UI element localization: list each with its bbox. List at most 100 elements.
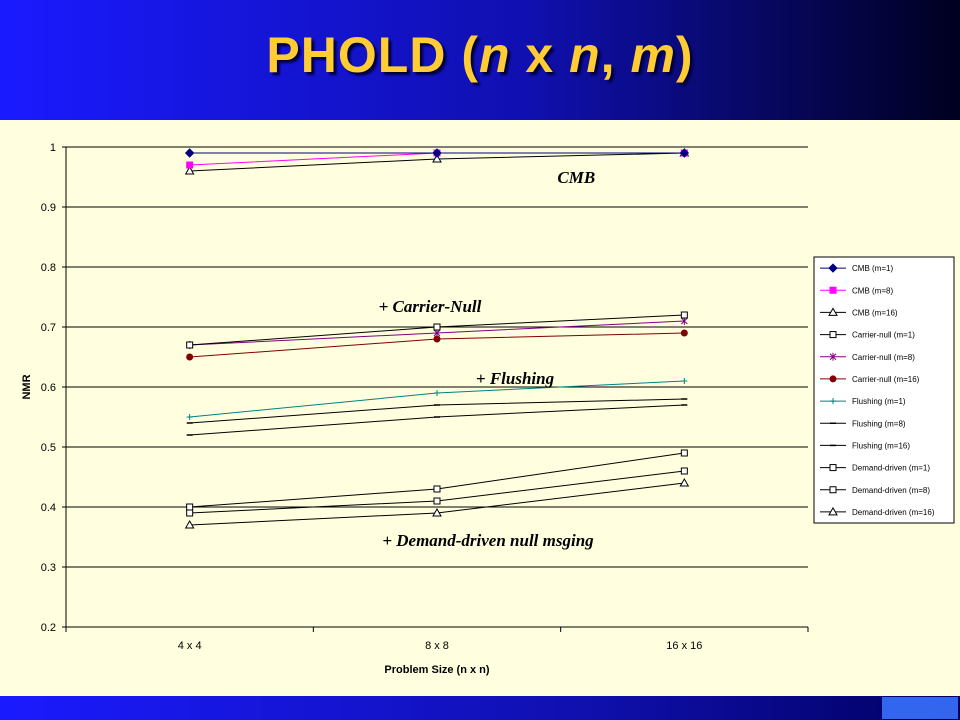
data-point xyxy=(680,311,688,319)
marker-shape xyxy=(186,161,194,169)
legend-label: CMB (m=16) xyxy=(852,308,898,317)
marker-shape xyxy=(681,378,688,384)
y-tick-label: 0.7 xyxy=(41,322,56,334)
series xyxy=(184,148,690,158)
data-point xyxy=(433,485,441,493)
y-tick-label: 0.3 xyxy=(41,562,56,574)
marker-shape xyxy=(829,352,837,361)
legend-label: CMB (m=8) xyxy=(852,286,893,295)
marker-shape xyxy=(680,449,688,457)
data-point xyxy=(432,507,442,517)
data-point xyxy=(186,414,193,420)
legend-label: Carrier-null (m=8) xyxy=(852,353,915,362)
series-group xyxy=(184,147,690,529)
legend-item: CMB (m=1) xyxy=(820,263,893,273)
marker-shape xyxy=(829,486,837,494)
marker-shape xyxy=(829,464,837,472)
legend-label: Flushing (m=16) xyxy=(852,441,910,450)
legend-label: Demand-driven (m=1) xyxy=(852,464,930,473)
data-point xyxy=(680,467,688,475)
y-axis-title: NMR xyxy=(21,374,33,399)
marker-shape xyxy=(828,263,838,273)
title-suffix: ) xyxy=(675,27,694,83)
marker-shape xyxy=(186,503,194,511)
legend-swatch-marker xyxy=(829,352,837,361)
marker-shape xyxy=(829,286,837,294)
series xyxy=(186,378,688,420)
series xyxy=(184,477,690,529)
marker-shape xyxy=(829,331,837,339)
annotation-label: + Demand-driven null msging xyxy=(382,531,594,550)
marker-shape xyxy=(680,329,688,337)
marker-shape xyxy=(828,506,838,516)
data-point xyxy=(186,503,194,511)
y-tick-label: 0.6 xyxy=(41,382,56,394)
annotation-label: + Carrier-Null xyxy=(379,297,482,316)
legend-swatch-marker xyxy=(828,263,838,273)
series xyxy=(186,404,688,436)
marker-shape xyxy=(433,485,441,493)
data-point xyxy=(184,165,195,175)
legend-item: Demand-driven (m=16) xyxy=(820,506,935,517)
data-point xyxy=(434,390,440,396)
footer-box xyxy=(882,697,958,719)
data-point xyxy=(186,353,194,361)
legend-swatch-marker xyxy=(830,398,836,405)
footer-bar xyxy=(0,696,960,720)
legend-swatch-marker xyxy=(828,506,838,516)
series xyxy=(186,467,688,517)
data-point xyxy=(680,449,688,457)
title-x: x xyxy=(510,27,570,83)
legend-swatch-marker xyxy=(828,307,838,316)
marker-shape xyxy=(432,153,442,163)
annotation-label: + Flushing xyxy=(476,369,555,388)
data-point xyxy=(433,323,441,331)
data-point xyxy=(681,378,688,384)
legend-label: Carrier-null (m=16) xyxy=(852,375,920,384)
legend-label: Flushing (m=1) xyxy=(852,397,906,406)
data-point xyxy=(679,477,690,487)
legend-item: Demand-driven (m=8) xyxy=(820,486,930,495)
series xyxy=(186,329,688,361)
data-point xyxy=(679,148,690,158)
title-n1: n xyxy=(478,27,511,83)
title-comma: , xyxy=(600,27,631,83)
legend-item: Carrier-null (m=1) xyxy=(820,331,915,340)
legend-item: Carrier-null (m=16) xyxy=(820,375,920,384)
marker-shape xyxy=(186,341,194,349)
legend-swatch-marker xyxy=(829,331,837,339)
data-point xyxy=(433,497,441,505)
data-point xyxy=(680,329,688,337)
slide-header xyxy=(0,0,960,120)
y-tick-label: 0.9 xyxy=(41,202,56,214)
legend-item: Flushing (m=8) xyxy=(820,419,906,428)
title-m: m xyxy=(630,27,676,83)
data-point xyxy=(186,161,194,169)
y-tick-label: 1 xyxy=(50,142,56,154)
series xyxy=(186,398,688,424)
legend-label: Carrier-null (m=1) xyxy=(852,331,915,340)
data-point xyxy=(186,341,194,349)
legend-item: CMB (m=8) xyxy=(820,286,893,295)
annotation-label: CMB xyxy=(557,168,595,187)
y-tick-label: 0.4 xyxy=(41,502,56,514)
marker-shape xyxy=(679,148,690,158)
y-tick-label: 0.8 xyxy=(41,262,56,274)
legend-box xyxy=(813,256,955,524)
marker-shape xyxy=(432,148,442,158)
data-point xyxy=(432,148,442,158)
marker-shape xyxy=(433,323,441,331)
title-n2: n xyxy=(569,27,601,83)
marker-shape xyxy=(184,165,195,175)
x-tick-label: 16 x 16 xyxy=(666,640,702,652)
legend-swatch-marker xyxy=(829,286,837,294)
title-prefix: PHOLD ( xyxy=(266,27,479,83)
series xyxy=(186,449,688,511)
legend-swatch-marker xyxy=(829,375,837,383)
nmr-line-chart: 0.2 0.3 0.4 0.5 0.6 0.7 0.8 0.9 1 4 x 4 8 x 8 16 x … xyxy=(21,142,955,676)
y-tick-label: 0.2 xyxy=(41,622,56,634)
legend-label: Demand-driven (m=8) xyxy=(852,486,930,495)
data-point xyxy=(184,148,195,158)
marker-shape xyxy=(184,519,195,529)
x-axis-title: Problem Size (n x n) xyxy=(384,664,489,676)
